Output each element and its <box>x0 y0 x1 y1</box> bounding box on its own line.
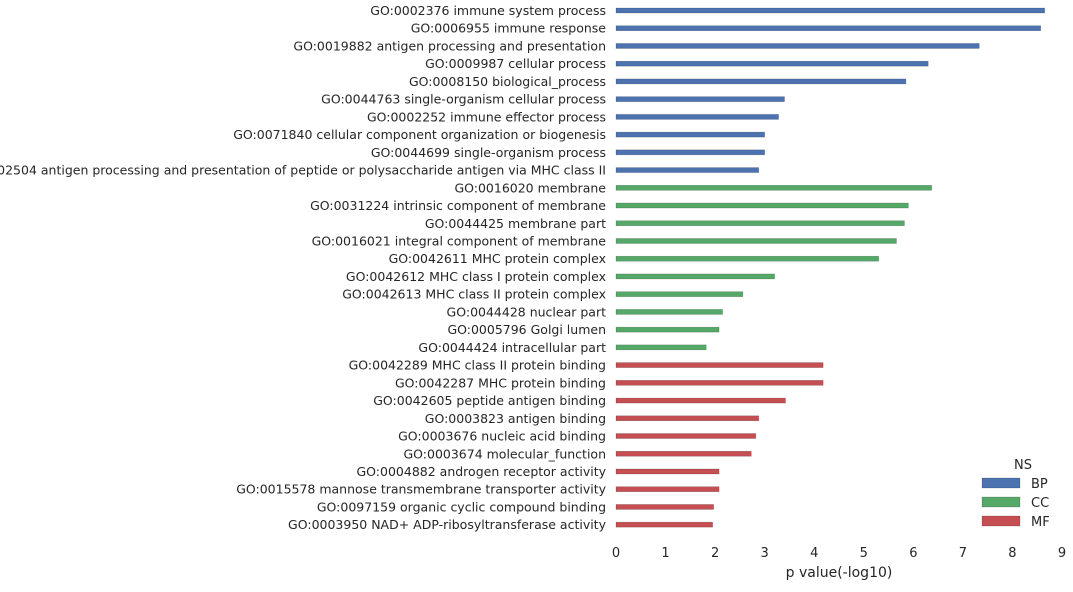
category-label: GO:0097159 organic cyclic compound bindi… <box>317 499 606 514</box>
bar-mf <box>615 362 824 368</box>
x-tick-label: 6 <box>909 546 917 561</box>
category-label: GO:0006955 immune response <box>411 21 607 36</box>
bar-mf <box>615 450 752 457</box>
bar-bp <box>615 149 765 156</box>
bar-mf <box>615 521 713 528</box>
bar-mf <box>615 433 757 439</box>
bar-cc <box>615 220 905 227</box>
bar-mf <box>615 397 786 404</box>
category-label: GO:0042289 MHC class II protein binding <box>349 358 606 373</box>
legend-label-mf: MF <box>1031 515 1050 530</box>
bar-cc <box>615 344 707 351</box>
category-label: GO:0009987 cellular process <box>425 56 606 71</box>
category-label: GO:0042612 MHC class I protein complex <box>346 269 606 284</box>
bar-bp <box>615 7 1045 14</box>
bar-bp <box>615 78 907 85</box>
x-axis-ticks: 0 1 2 3 4 5 6 7 8 9 <box>612 546 1066 561</box>
category-label: GO:0003823 antigen binding <box>425 411 606 426</box>
x-tick-label: 0 <box>612 546 620 561</box>
bar-bp <box>615 96 785 102</box>
x-tick-label: 3 <box>761 546 769 561</box>
category-label: GO:0016020 membrane <box>454 180 606 195</box>
category-label: GO:0042611 MHC protein complex <box>389 251 606 266</box>
bar-mf <box>615 486 720 493</box>
bar-bp <box>615 114 779 120</box>
category-labels: GO:0002376 immune system process GO:00069… <box>0 3 607 532</box>
category-label: GO:0003676 nucleic acid binding <box>398 429 606 444</box>
legend-swatch-mf <box>981 515 1021 527</box>
category-label: GO:0042613 MHC class II protein complex <box>342 287 606 302</box>
bar-bp <box>615 167 760 173</box>
category-label: GO:0008150 biological_process <box>409 74 606 89</box>
legend: NS BP CC MF <box>981 458 1050 530</box>
x-tick-label: 4 <box>810 546 818 561</box>
legend-label-cc: CC <box>1031 496 1049 511</box>
bar-bp <box>615 25 1041 32</box>
x-tick-label: 2 <box>711 546 719 561</box>
category-label: GO:0002376 immune system process <box>370 3 606 18</box>
bar-cc <box>615 202 909 209</box>
bar-mf <box>615 380 824 386</box>
x-axis-title: p value(-log10) <box>786 565 893 581</box>
category-label: GO:0071840 cellular component organizati… <box>233 127 606 142</box>
category-label: GO:0003674 molecular_function <box>403 446 606 461</box>
category-label: GO:0044424 intracellular part <box>418 340 606 355</box>
category-label: GO:0019882 antigen processing and presen… <box>293 38 606 53</box>
legend-swatch-bp <box>981 477 1021 489</box>
bar-bp <box>615 131 765 138</box>
category-label: GO:0044699 single-organism process <box>371 145 606 160</box>
legend-label-bp: BP <box>1031 477 1048 492</box>
category-label: GO:0005796 Golgi lumen <box>447 322 606 337</box>
x-tick-label: 9 <box>1058 546 1066 561</box>
category-label: GO:0004882 androgen receptor activity <box>357 464 607 479</box>
legend-title: NS <box>1014 458 1032 473</box>
x-tick-label: 1 <box>661 546 669 561</box>
bar-mf <box>615 415 760 422</box>
x-tick-label: 5 <box>860 546 868 561</box>
bar-cc <box>615 309 723 315</box>
category-label: GO:0002252 immune effector process <box>367 109 606 124</box>
category-label: GO:0044425 membrane part <box>425 216 606 231</box>
category-label: GO:0044763 single-organism cellular proc… <box>321 92 606 107</box>
category-label: GO:0031224 intrinsic component of membra… <box>310 198 606 213</box>
legend-swatch-cc <box>981 496 1021 508</box>
legend-entries: BP CC MF <box>981 477 1050 530</box>
bar-bp <box>615 43 980 49</box>
bars-layer <box>615 7 1045 528</box>
category-label: GO:0003950 NAD+ ADP-ribosyltransferase a… <box>288 517 607 532</box>
category-label: GO:0002504 antigen processing and presen… <box>0 163 606 178</box>
bar-cc <box>615 273 775 280</box>
bar-bp <box>615 60 929 67</box>
bar-cc <box>615 255 879 262</box>
x-tick-label: 8 <box>1008 546 1016 561</box>
bar-mf <box>615 468 720 475</box>
bar-cc <box>615 238 897 244</box>
bar-cc <box>615 291 744 297</box>
category-label: GO:0042605 peptide antigen binding <box>373 393 606 408</box>
category-label: GO:0016021 integral component of membran… <box>312 233 607 248</box>
x-tick-label: 7 <box>959 546 967 561</box>
category-label: GO:0042287 MHC protein binding <box>395 375 606 390</box>
category-label: GO:0044428 nuclear part <box>447 304 607 319</box>
category-label: GO:0015578 mannose transmembrane transpo… <box>236 482 606 497</box>
bar-cc <box>615 326 720 333</box>
bar-mf <box>615 504 714 510</box>
bar-cc <box>615 185 932 191</box>
